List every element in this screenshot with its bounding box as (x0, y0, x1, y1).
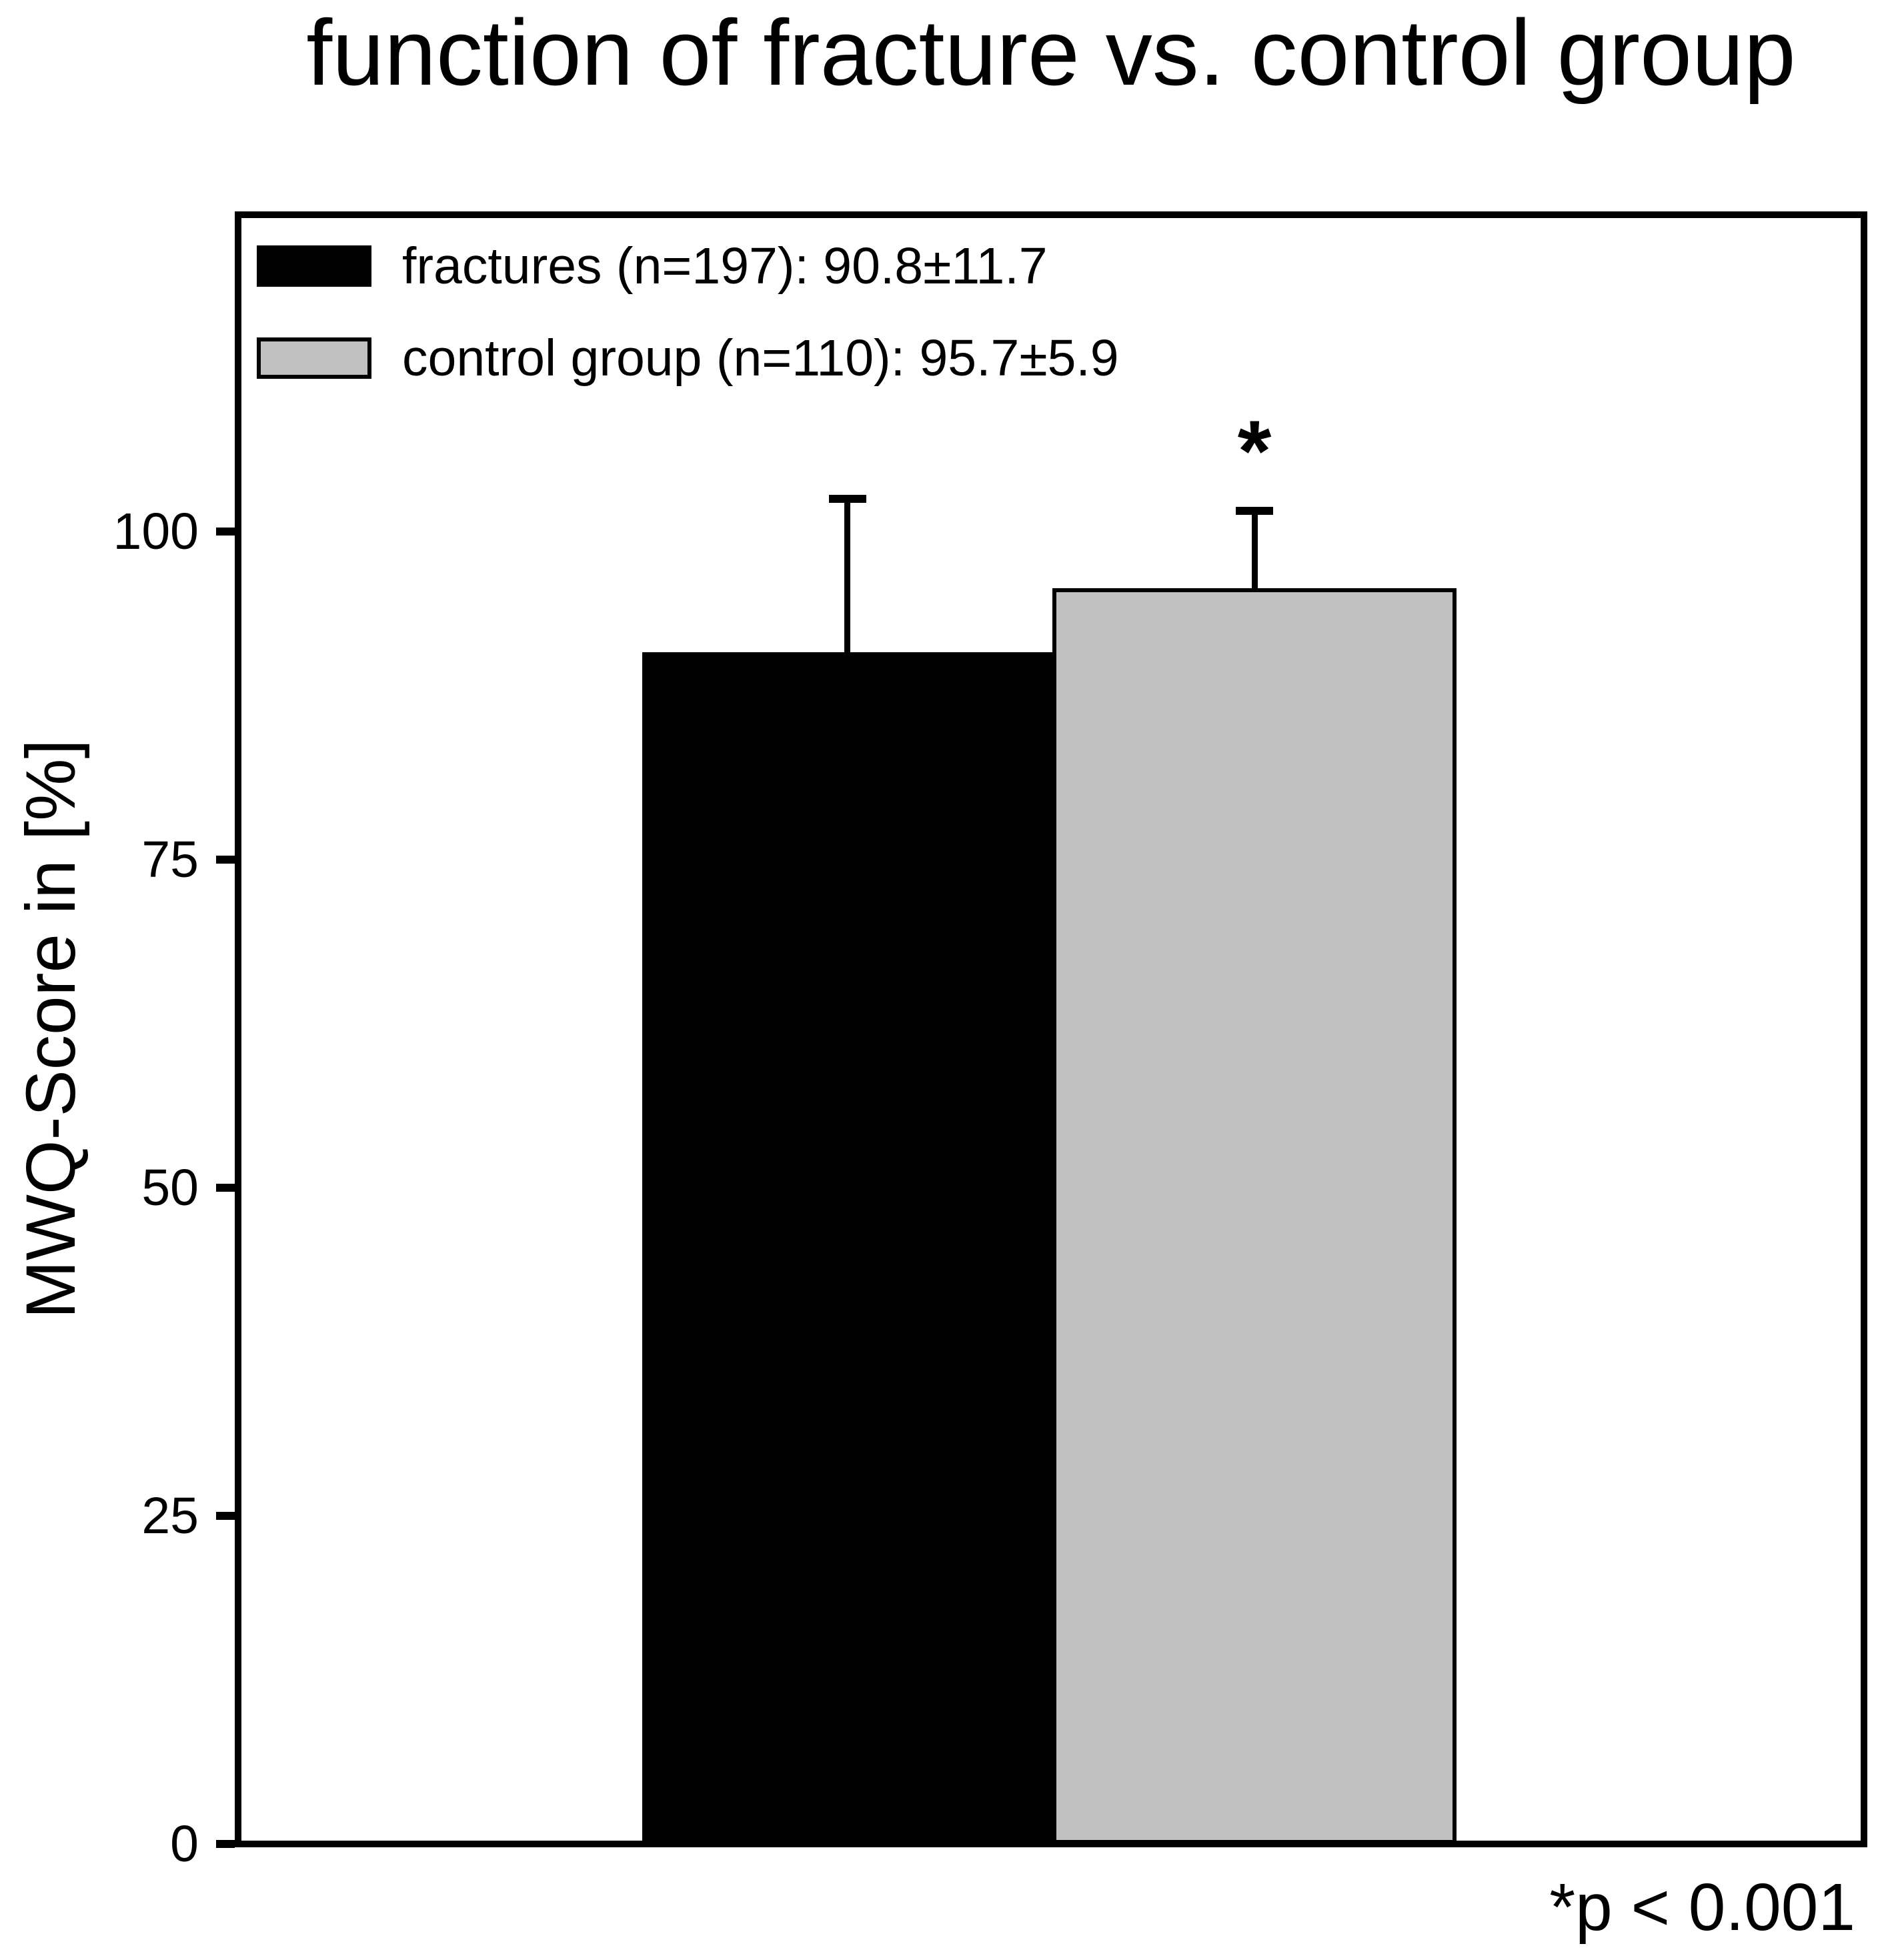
y-tick-label-100: 100 (113, 503, 199, 560)
bar-control-group (1052, 588, 1457, 1844)
error-bar-stem-fractures (844, 498, 850, 653)
error-bar-stem-control-group (1251, 510, 1258, 588)
y-tick-label-75: 75 (141, 831, 199, 888)
legend-item-control-group: control group (n=110): 95.7±5.9 (257, 329, 1119, 387)
y-tick-mark-75 (216, 856, 235, 864)
significance-asterisk-control-group: * (1237, 401, 1272, 500)
error-bar-cap-fractures (828, 494, 866, 503)
chart-title: function of fracture vs. control group (306, 0, 1796, 105)
legend-swatch-control-group (257, 337, 371, 379)
bar-fractures (642, 652, 1052, 1844)
y-tick-mark-100 (216, 528, 235, 536)
y-tick-label-50: 50 (141, 1159, 199, 1216)
y-tick-label-0: 0 (170, 1815, 199, 1873)
legend-swatch-fractures (257, 245, 371, 287)
significance-note: *p < 0.001 (1549, 1870, 1855, 1945)
legend-item-fractures: fractures (n=197): 90.8±11.7 (257, 237, 1048, 295)
y-tick-mark-50 (216, 1184, 235, 1192)
error-bar-cap-control-group (1236, 506, 1273, 515)
y-tick-label-25: 25 (141, 1487, 199, 1545)
legend-label-control-group: control group (n=110): 95.7±5.9 (402, 329, 1119, 387)
legend-label-fractures: fractures (n=197): 90.8±11.7 (402, 237, 1048, 295)
y-tick-mark-0 (216, 1840, 235, 1848)
y-tick-mark-25 (216, 1512, 235, 1520)
